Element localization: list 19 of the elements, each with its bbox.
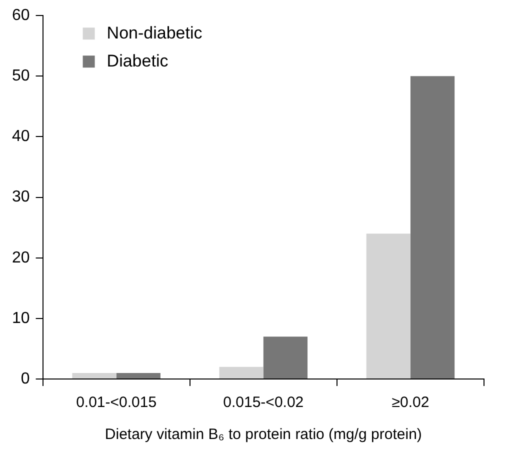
y-tick-label: 10	[12, 310, 30, 327]
y-tick-label: 60	[12, 7, 30, 24]
x-tick-label: 0.01-<0.015	[76, 394, 157, 412]
y-tick-label: 40	[12, 128, 30, 146]
legend-label: Diabetic	[106, 51, 169, 70]
y-tick-label: 0	[20, 370, 30, 388]
y-tick-label: 50	[12, 68, 30, 85]
x-tick-label: 0.015-<0.02	[223, 394, 304, 412]
bar	[72, 372, 116, 378]
y-tick-label: 30	[12, 188, 30, 206]
x-tick-label: ≥0.02	[392, 394, 430, 412]
bar	[116, 372, 160, 378]
x-axis-title: Dietary vitamin B₆ to protein ratio (mg/g protein)	[104, 426, 422, 444]
bar	[219, 366, 264, 378]
legend-label: Non-diabetic	[106, 23, 203, 42]
bar	[410, 76, 455, 378]
bar	[366, 234, 410, 378]
bar	[263, 336, 308, 378]
y-tick-label: 20	[12, 249, 30, 266]
